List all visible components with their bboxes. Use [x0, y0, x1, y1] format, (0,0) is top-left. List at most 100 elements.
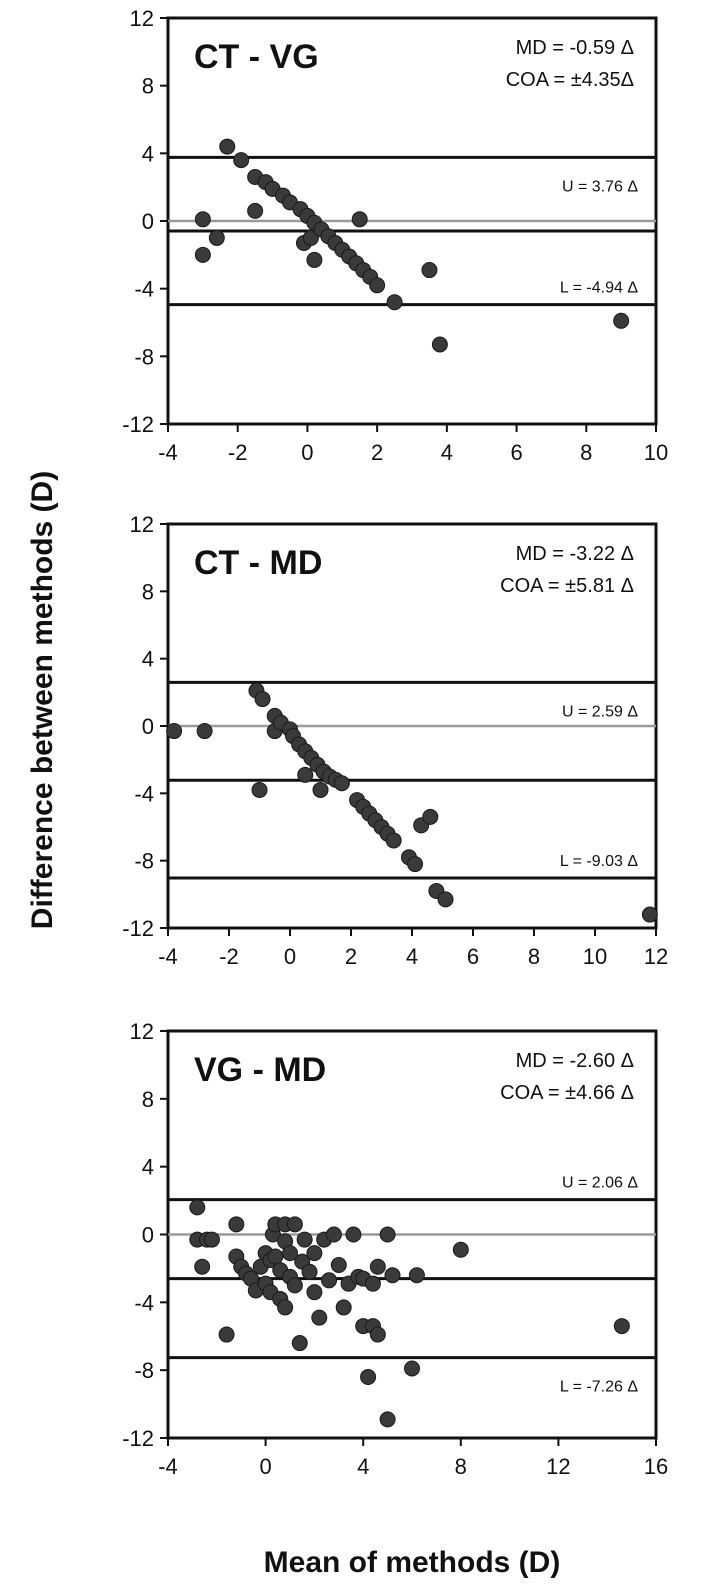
data-point	[296, 1231, 313, 1248]
y-tick-label: 4	[142, 1155, 154, 1180]
x-tick-label: 4	[406, 944, 418, 969]
data-point	[251, 781, 268, 798]
y-tick-label: 4	[142, 647, 154, 672]
data-point	[233, 152, 250, 169]
coa-stat: COA = ±5.81 Δ	[500, 575, 634, 597]
x-tick-label: 0	[284, 944, 296, 969]
y-tick-label: 0	[142, 1223, 154, 1248]
panel-vg-md: VG - MD MD = -2.60 Δ COA = ±4.66 Δ U = 2…	[122, 1019, 668, 1479]
x-tick-label: -2	[228, 440, 248, 465]
data-point	[386, 294, 403, 311]
x-tick-label: 16	[644, 1454, 668, 1479]
data-point	[404, 1360, 420, 1377]
data-point	[345, 1226, 362, 1243]
data-point	[267, 1248, 284, 1265]
y-tick-label: 8	[142, 1087, 154, 1112]
data-point	[369, 1326, 386, 1343]
md-stat: MD = -2.60 Δ	[516, 1050, 634, 1072]
x-tick-label: 6	[510, 440, 522, 465]
y-tick-label: -12	[122, 916, 154, 941]
y-tick-label: -8	[134, 1358, 154, 1383]
data-point	[302, 229, 319, 246]
y-tick-label: 12	[130, 1019, 154, 1044]
x-tick-label: 0	[301, 440, 313, 465]
x-tick-label: 8	[455, 1454, 467, 1479]
y-tick-label: -4	[134, 781, 154, 806]
data-point	[325, 1226, 342, 1243]
data-point	[194, 211, 211, 228]
data-point	[321, 1272, 338, 1289]
data-point	[364, 1275, 381, 1292]
x-tick-label: -4	[158, 440, 178, 465]
data-point	[306, 251, 323, 268]
y-tick-label: 12	[130, 6, 154, 31]
x-tick-label: 8	[528, 944, 540, 969]
data-point	[369, 277, 386, 294]
x-tick-label: -2	[219, 944, 239, 969]
data-point	[254, 691, 271, 708]
data-point	[247, 202, 264, 219]
y-tick-label: -4	[134, 277, 154, 302]
data-point	[286, 1277, 303, 1294]
md-stat: MD = -3.22 Δ	[516, 543, 634, 565]
data-point	[312, 781, 329, 798]
data-point	[335, 1299, 352, 1316]
y-tick-label: 8	[142, 74, 154, 99]
x-tick-label: 6	[467, 944, 479, 969]
y-tick-label: 0	[142, 714, 154, 739]
y-tick-label: -8	[134, 849, 154, 874]
x-tick-label: 2	[371, 440, 383, 465]
y-tick-label: 4	[142, 141, 154, 166]
x-tick-label: -4	[158, 944, 178, 969]
data-point	[306, 1245, 323, 1262]
data-point	[369, 1258, 386, 1275]
x-tick-label: 10	[583, 944, 607, 969]
panel-title: VG - MD	[194, 1051, 326, 1089]
x-tick-label: -4	[158, 1454, 178, 1479]
data-point	[194, 246, 211, 263]
y-tick-label: -12	[122, 1426, 154, 1451]
data-point	[613, 312, 630, 329]
upper-limit-label: U = 2.59 Δ	[562, 703, 638, 720]
data-point	[360, 1368, 377, 1385]
x-tick-label: 4	[357, 1454, 369, 1479]
data-point	[282, 1245, 298, 1262]
data-point	[277, 1299, 294, 1316]
data-point	[286, 1216, 303, 1233]
data-point	[218, 1326, 235, 1343]
data-point	[166, 723, 183, 740]
data-point	[384, 1267, 401, 1284]
x-tick-label: 10	[644, 440, 668, 465]
lower-limit-label: L = -4.94 Δ	[560, 280, 638, 297]
x-tick-label: 4	[441, 440, 453, 465]
data-point	[311, 1309, 328, 1326]
data-point	[379, 1411, 396, 1428]
y-tick-label: -12	[122, 412, 154, 437]
md-stat: MD = -0.59 Δ	[516, 37, 634, 59]
y-tick-label: 12	[130, 512, 154, 537]
data-point	[422, 808, 439, 825]
y-tick-label: 8	[142, 579, 154, 604]
panel-title: CT - MD	[194, 544, 322, 582]
upper-limit-label: U = 2.06 Δ	[562, 1175, 638, 1192]
coa-stat: COA = ±4.35Δ	[506, 69, 634, 91]
upper-limit-label: U = 3.76 Δ	[562, 178, 638, 195]
data-point	[194, 1258, 211, 1275]
data-point	[291, 1335, 308, 1352]
data-point	[407, 856, 424, 873]
data-point	[641, 906, 658, 923]
data-point	[219, 138, 236, 155]
x-axis-label: Mean of methods (D)	[264, 1546, 561, 1579]
x-tick-label: 0	[259, 1454, 271, 1479]
data-point	[333, 775, 350, 792]
x-tick-label: 12	[546, 1454, 570, 1479]
y-tick-label: 0	[142, 209, 154, 234]
data-point	[306, 1284, 323, 1301]
data-point	[228, 1216, 245, 1233]
data-point	[613, 1318, 630, 1335]
data-point	[385, 832, 402, 849]
data-point	[379, 1226, 396, 1243]
data-point	[208, 229, 225, 246]
data-point	[196, 723, 213, 740]
data-point	[437, 891, 454, 908]
